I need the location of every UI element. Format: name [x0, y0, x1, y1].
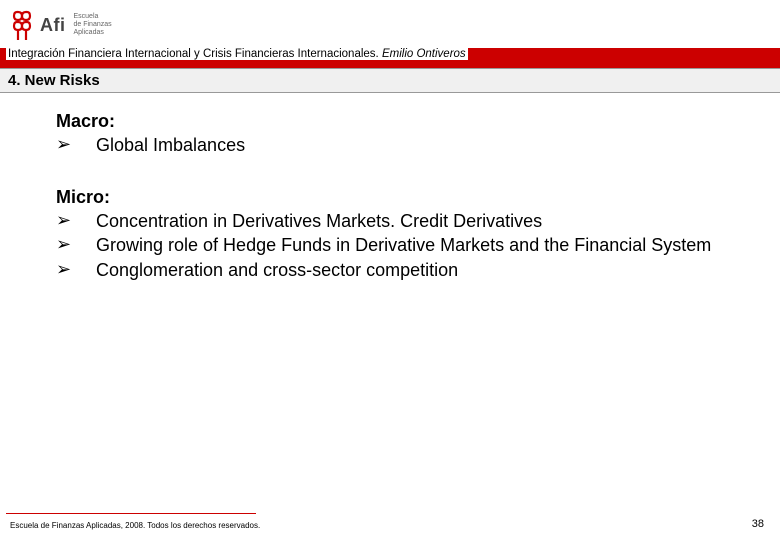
- footer-rule: [6, 513, 256, 514]
- logo-row: Afi Escuela de Finanzas Aplicadas: [0, 0, 780, 48]
- section-title-bar: 4. New Risks: [0, 68, 780, 93]
- afi-knot-icon: [10, 8, 34, 42]
- page-number: 38: [752, 518, 770, 530]
- logo-text: Afi: [40, 15, 66, 36]
- course-title: Integración Financiera Internacional y C…: [8, 48, 379, 60]
- footer-text: Escuela de Finanzas Aplicadas, 2008. Tod…: [10, 521, 260, 530]
- section-title: 4. New Risks: [8, 72, 100, 89]
- micro-label: Micro:: [56, 187, 740, 208]
- bullet-text: Conglomeration and cross-sector competit…: [96, 259, 740, 282]
- list-item: ➢ Conglomeration and cross-sector compet…: [56, 259, 740, 282]
- course-author: Emilio Ontiveros: [382, 48, 466, 60]
- list-item: ➢ Global Imbalances: [56, 134, 740, 157]
- list-item: ➢ Growing role of Hedge Funds in Derivat…: [56, 234, 740, 257]
- logo-subtitle: Escuela de Finanzas Aplicadas: [74, 13, 112, 36]
- bullet-icon: ➢: [56, 234, 96, 255]
- bullet-text: Global Imbalances: [96, 134, 740, 157]
- list-item: ➢ Concentration in Derivatives Markets. …: [56, 210, 740, 233]
- slide-content: Macro: ➢ Global Imbalances Micro: ➢ Conc…: [0, 93, 780, 281]
- footer: Escuela de Finanzas Aplicadas, 2008. Tod…: [0, 518, 780, 530]
- bullet-icon: ➢: [56, 259, 96, 280]
- bullet-text: Growing role of Hedge Funds in Derivativ…: [96, 234, 740, 257]
- header-bar: Integración Financiera Internacional y C…: [0, 48, 780, 68]
- bullet-icon: ➢: [56, 134, 96, 155]
- micro-list: ➢ Concentration in Derivatives Markets. …: [56, 210, 740, 282]
- bullet-text: Concentration in Derivatives Markets. Cr…: [96, 210, 740, 233]
- macro-label: Macro:: [56, 111, 740, 132]
- bullet-icon: ➢: [56, 210, 96, 231]
- header-text: Integración Financiera Internacional y C…: [6, 47, 468, 60]
- macro-list: ➢ Global Imbalances: [56, 134, 740, 157]
